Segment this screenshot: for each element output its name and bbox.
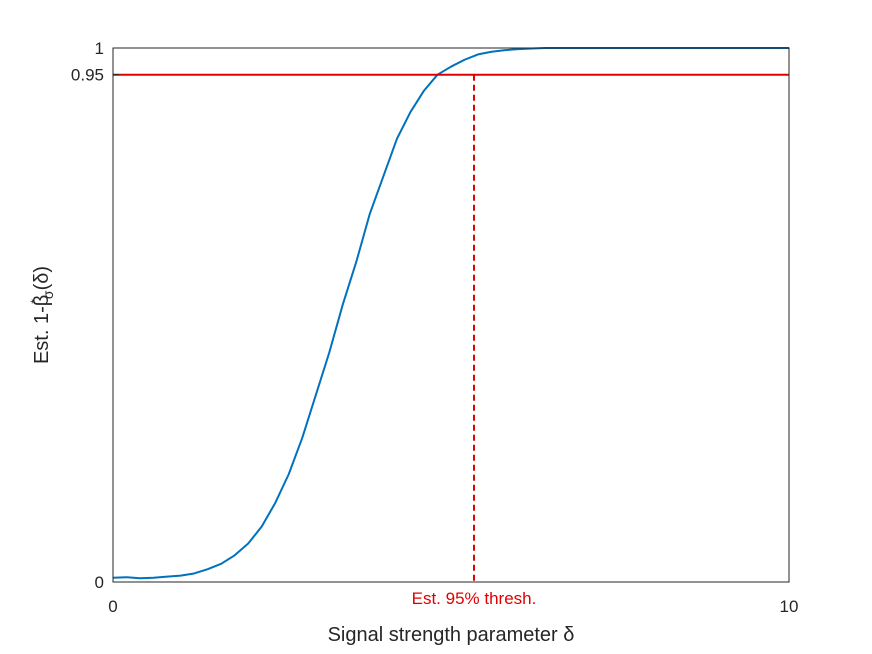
threshold-label: Est. 95% thresh. [412, 589, 537, 608]
x-axis-label: Signal strength parameter δ [328, 624, 575, 646]
plot-area [113, 48, 789, 582]
x-tick-label-1: 10 [780, 597, 799, 616]
y-axis-label-superscript: * [28, 299, 42, 304]
y-tick-label-1: 0.95 [71, 66, 104, 85]
y-axis-label-prefix: Est. 1-β [31, 295, 53, 364]
y-axis-label-suffix: (δ) [31, 266, 53, 290]
y-axis-ticks: 0 0.95 1 [71, 39, 119, 592]
y-axis-label-subscript: σ [40, 290, 56, 299]
x-tick-label-0: 0 [108, 597, 117, 616]
x-axis-ticks: 0 10 [108, 576, 798, 616]
y-tick-label-2: 1 [95, 39, 104, 58]
plot-frame [112, 47, 790, 583]
y-axis-label: Est. 1-β*σ(δ) [28, 266, 56, 364]
y-tick-label-0: 0 [95, 573, 104, 592]
threshold-layer [113, 73, 789, 582]
